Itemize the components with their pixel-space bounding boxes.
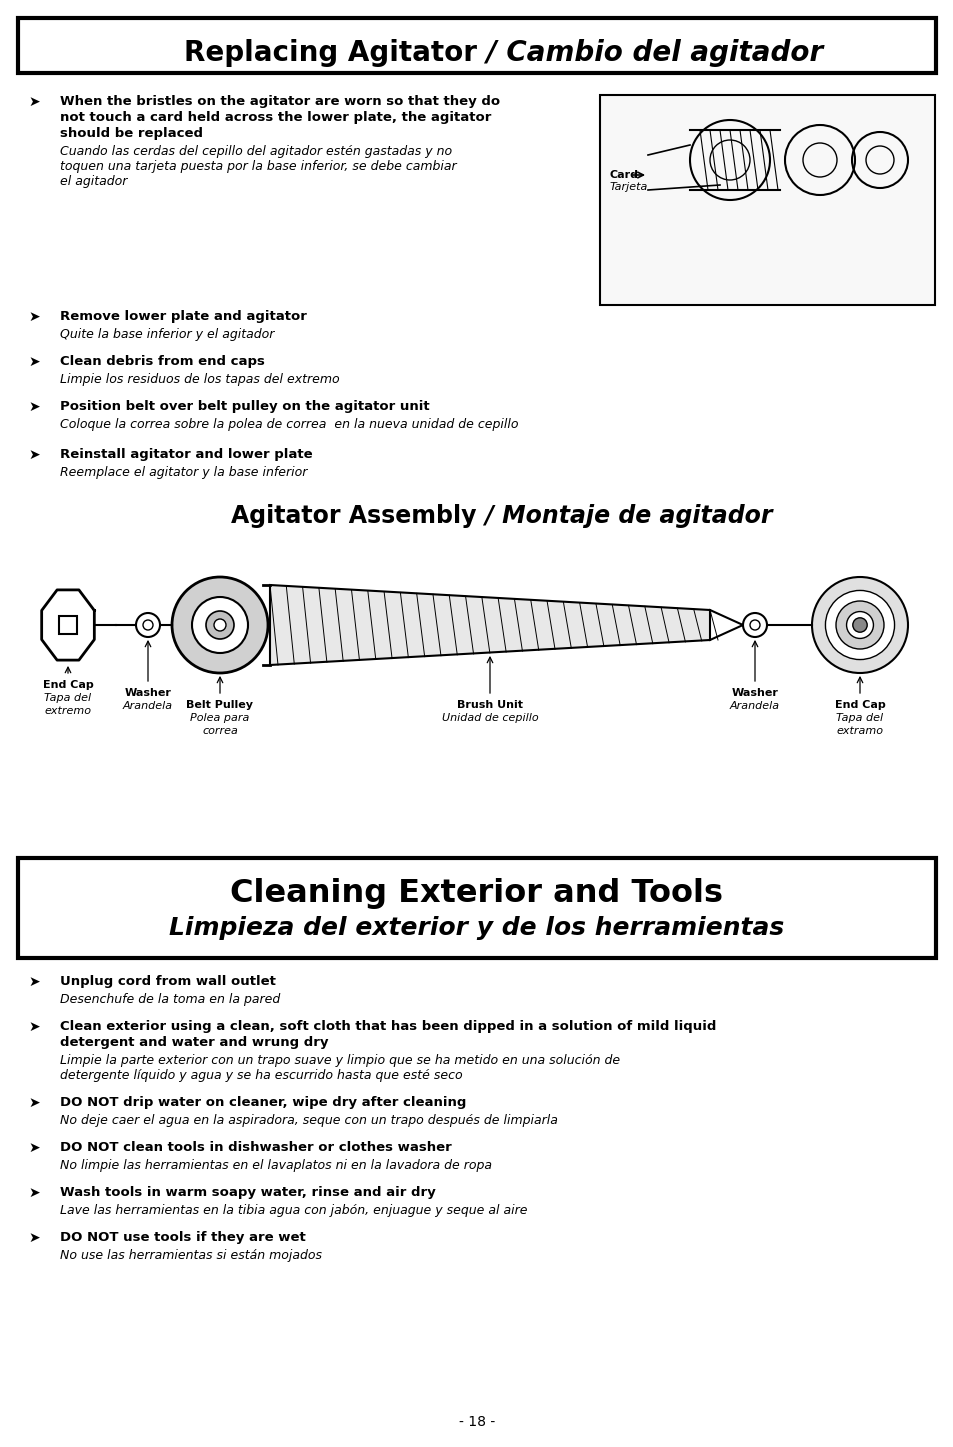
Circle shape <box>852 618 866 632</box>
Circle shape <box>845 612 873 638</box>
Text: Card: Card <box>609 169 639 179</box>
Text: Reinstall agitator and lower plate: Reinstall agitator and lower plate <box>60 449 313 462</box>
Text: Clean debris from end caps: Clean debris from end caps <box>60 355 265 368</box>
Polygon shape <box>270 585 709 666</box>
Text: Limpieza del exterior y de los herramientas: Limpieza del exterior y de los herramien… <box>170 916 783 941</box>
Text: DO NOT drip water on cleaner, wipe dry after cleaning: DO NOT drip water on cleaner, wipe dry a… <box>60 1095 466 1108</box>
Text: correa: correa <box>202 726 237 737</box>
Text: Arandela: Arandela <box>123 700 172 710</box>
Circle shape <box>811 577 907 673</box>
Text: Cleaning Exterior and Tools: Cleaning Exterior and Tools <box>231 878 722 909</box>
Text: ➤: ➤ <box>28 975 40 988</box>
Text: ➤: ➤ <box>28 449 40 462</box>
Circle shape <box>192 598 248 653</box>
Circle shape <box>213 619 226 631</box>
Text: Tapa del: Tapa del <box>836 713 882 724</box>
Text: No use las herramientas si están mojados: No use las herramientas si están mojados <box>60 1249 322 1262</box>
Bar <box>599 96 934 305</box>
Text: ➤: ➤ <box>28 1020 40 1035</box>
Text: Lave las herramientas en la tibia agua con jabón, enjuague y seque al aire: Lave las herramientas en la tibia agua c… <box>60 1204 527 1217</box>
Text: / Cambio del agitador: / Cambio del agitador <box>476 39 822 67</box>
Text: Unplug cord from wall outlet: Unplug cord from wall outlet <box>60 975 275 988</box>
Text: Limpie la parte exterior con un trapo suave y limpio que se ha metido en una sol: Limpie la parte exterior con un trapo su… <box>60 1053 619 1066</box>
Text: End Cap: End Cap <box>834 700 884 710</box>
Bar <box>18 17 935 72</box>
Text: Coloque la correa sobre la polea de correa  en la nueva unidad de cepillo: Coloque la correa sobre la polea de corr… <box>60 418 518 431</box>
Text: - 18 -: - 18 - <box>458 1415 495 1430</box>
Text: extremo: extremo <box>45 706 91 716</box>
Text: Replacing Agitator: Replacing Agitator <box>184 39 476 67</box>
Text: not touch a card held across the lower plate, the agitator: not touch a card held across the lower p… <box>60 111 491 124</box>
Text: Belt Pulley: Belt Pulley <box>186 700 253 710</box>
Text: ➤: ➤ <box>28 399 40 414</box>
Text: No limpie las herramientas en el lavaplatos ni en la lavadora de ropa: No limpie las herramientas en el lavapla… <box>60 1159 492 1172</box>
Text: Washer: Washer <box>731 687 778 697</box>
Text: Reemplace el agitator y la base inferior: Reemplace el agitator y la base inferior <box>60 466 307 479</box>
Text: Quite la base inferior y el agitador: Quite la base inferior y el agitador <box>60 328 274 341</box>
Text: should be replaced: should be replaced <box>60 127 203 140</box>
Text: DO NOT clean tools in dishwasher or clothes washer: DO NOT clean tools in dishwasher or clot… <box>60 1142 452 1155</box>
Text: extramo: extramo <box>836 726 882 737</box>
Text: DO NOT use tools if they are wet: DO NOT use tools if they are wet <box>60 1231 305 1244</box>
Text: Agitator Assembly: Agitator Assembly <box>232 504 476 528</box>
Text: ➤: ➤ <box>28 1142 40 1155</box>
Text: ➤: ➤ <box>28 1231 40 1244</box>
Text: Tarjeta: Tarjeta <box>609 182 648 192</box>
Text: When the bristles on the agitator are worn so that they do: When the bristles on the agitator are wo… <box>60 96 499 109</box>
Text: End Cap: End Cap <box>43 680 93 690</box>
Text: Brush Unit: Brush Unit <box>456 700 522 710</box>
Text: Desenchufe de la toma en la pared: Desenchufe de la toma en la pared <box>60 993 280 1006</box>
Circle shape <box>172 577 268 673</box>
Text: ➤: ➤ <box>28 1095 40 1110</box>
Text: Limpie los residuos de los tapas del extremo: Limpie los residuos de los tapas del ext… <box>60 373 339 386</box>
Text: Tapa del: Tapa del <box>45 693 91 703</box>
Circle shape <box>742 614 766 637</box>
Text: No deje caer el agua en la aspiradora, seque con un trapo después de limpiarla: No deje caer el agua en la aspiradora, s… <box>60 1114 558 1127</box>
Text: el agitador: el agitador <box>60 175 128 188</box>
Text: ➤: ➤ <box>28 310 40 324</box>
Text: ➤: ➤ <box>28 1187 40 1200</box>
Circle shape <box>835 601 883 650</box>
Text: ➤: ➤ <box>28 96 40 109</box>
Polygon shape <box>42 590 94 660</box>
Text: Position belt over belt pulley on the agitator unit: Position belt over belt pulley on the ag… <box>60 399 429 412</box>
Text: toquen una tarjeta puesta por la base inferior, se debe cambiar: toquen una tarjeta puesta por la base in… <box>60 161 456 174</box>
Text: / Montaje de agitador: / Montaje de agitador <box>476 504 772 528</box>
Text: Arandela: Arandela <box>729 700 780 710</box>
Text: Polea para: Polea para <box>190 713 250 724</box>
Circle shape <box>206 611 233 640</box>
Text: Cuando las cerdas del cepillo del agitador estén gastadas y no: Cuando las cerdas del cepillo del agitad… <box>60 145 452 158</box>
Bar <box>59 616 77 634</box>
Text: Remove lower plate and agitator: Remove lower plate and agitator <box>60 310 307 323</box>
Text: ➤: ➤ <box>28 355 40 369</box>
Text: detergente líquido y agua y se ha escurrido hasta que esté seco: detergente líquido y agua y se ha escurr… <box>60 1069 462 1082</box>
Text: Wash tools in warm soapy water, rinse and air dry: Wash tools in warm soapy water, rinse an… <box>60 1187 436 1200</box>
Text: Washer: Washer <box>125 687 172 697</box>
Bar <box>18 858 935 958</box>
Text: detergent and water and wrung dry: detergent and water and wrung dry <box>60 1036 328 1049</box>
Circle shape <box>824 590 894 660</box>
Text: Unidad de cepillo: Unidad de cepillo <box>441 713 537 724</box>
Text: Clean exterior using a clean, soft cloth that has been dipped in a solution of m: Clean exterior using a clean, soft cloth… <box>60 1020 716 1033</box>
Circle shape <box>136 614 160 637</box>
